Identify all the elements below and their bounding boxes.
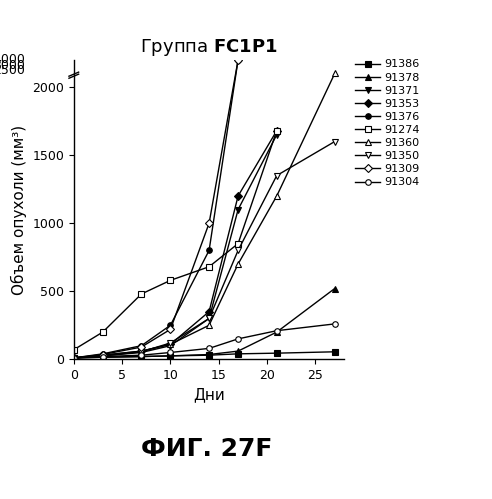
91350 <box>206 315 212 321</box>
91350 <box>332 139 338 145</box>
Line: 91353: 91353 <box>71 128 279 361</box>
91350 <box>235 248 241 253</box>
91309 <box>100 351 106 357</box>
Text: 2500: 2500 <box>0 64 25 77</box>
91386 <box>206 352 212 358</box>
91309 <box>71 355 77 361</box>
91371 <box>139 349 145 355</box>
91376 <box>206 248 212 253</box>
91309 <box>206 220 212 226</box>
91360 <box>139 348 145 354</box>
Legend: 91386, 91378, 91371, 91353, 91376, 91274, 91360, 91350, 91309, 91304: 91386, 91378, 91371, 91353, 91376, 91274… <box>355 59 420 188</box>
91304 <box>167 349 173 355</box>
91274 <box>139 291 145 297</box>
91371 <box>274 132 280 138</box>
Line: 91360: 91360 <box>71 71 338 361</box>
91309 <box>235 57 241 63</box>
Text: 4000: 4000 <box>0 53 25 66</box>
91378 <box>139 354 145 360</box>
91274 <box>100 329 106 335</box>
91378 <box>167 353 173 359</box>
91378 <box>206 351 212 357</box>
91371 <box>100 353 106 359</box>
Line: 91371: 91371 <box>71 132 279 361</box>
91353 <box>274 128 280 134</box>
91386 <box>274 350 280 356</box>
Line: 91309: 91309 <box>71 57 241 361</box>
91304 <box>206 345 212 351</box>
Text: 3000: 3000 <box>0 59 25 72</box>
Text: ФИГ. 27F: ФИГ. 27F <box>141 437 273 461</box>
91386 <box>71 355 77 361</box>
91353 <box>206 309 212 315</box>
91350 <box>100 353 106 359</box>
91304 <box>332 321 338 327</box>
91371 <box>235 207 241 213</box>
91371 <box>167 343 173 349</box>
91376 <box>139 343 145 349</box>
91304 <box>235 336 241 342</box>
91304 <box>274 328 280 334</box>
91309 <box>139 344 145 350</box>
91376 <box>167 322 173 328</box>
91386 <box>332 349 338 355</box>
91304 <box>100 354 106 360</box>
91274 <box>235 241 241 247</box>
91386 <box>139 354 145 360</box>
91360 <box>235 261 241 267</box>
Line: 91376: 91376 <box>71 57 241 361</box>
X-axis label: Дни: Дни <box>193 388 225 403</box>
91378 <box>100 354 106 360</box>
Line: 91274: 91274 <box>71 128 279 352</box>
91350 <box>139 349 145 355</box>
91386 <box>100 354 106 360</box>
91274 <box>71 347 77 353</box>
Line: 91304: 91304 <box>71 321 338 361</box>
91304 <box>139 352 145 358</box>
Line: 91378: 91378 <box>71 286 338 361</box>
Title: Группа $\mathbf{FC1P1}$: Группа $\mathbf{FC1P1}$ <box>140 36 278 57</box>
91371 <box>71 355 77 361</box>
91304 <box>71 355 77 361</box>
91378 <box>235 348 241 354</box>
91360 <box>274 193 280 199</box>
91360 <box>332 70 338 76</box>
91378 <box>71 355 77 361</box>
91376 <box>235 57 241 63</box>
91274 <box>167 277 173 283</box>
91360 <box>206 322 212 328</box>
91376 <box>71 355 77 361</box>
91353 <box>167 341 173 347</box>
91353 <box>139 348 145 354</box>
91309 <box>167 326 173 332</box>
91376 <box>100 351 106 357</box>
91360 <box>71 355 77 361</box>
91350 <box>71 355 77 361</box>
91378 <box>274 329 280 335</box>
91360 <box>167 341 173 347</box>
91371 <box>206 315 212 321</box>
91350 <box>274 173 280 179</box>
91350 <box>167 340 173 346</box>
91378 <box>332 285 338 291</box>
91360 <box>100 352 106 358</box>
91353 <box>100 352 106 358</box>
91386 <box>167 353 173 359</box>
91353 <box>235 193 241 199</box>
Line: 91350: 91350 <box>71 139 338 361</box>
91274 <box>274 128 280 134</box>
Line: 91386: 91386 <box>71 349 338 361</box>
91386 <box>235 351 241 357</box>
91274 <box>206 264 212 270</box>
Y-axis label: Объем опухоли (мм³): Объем опухоли (мм³) <box>10 125 27 294</box>
91353 <box>71 355 77 361</box>
